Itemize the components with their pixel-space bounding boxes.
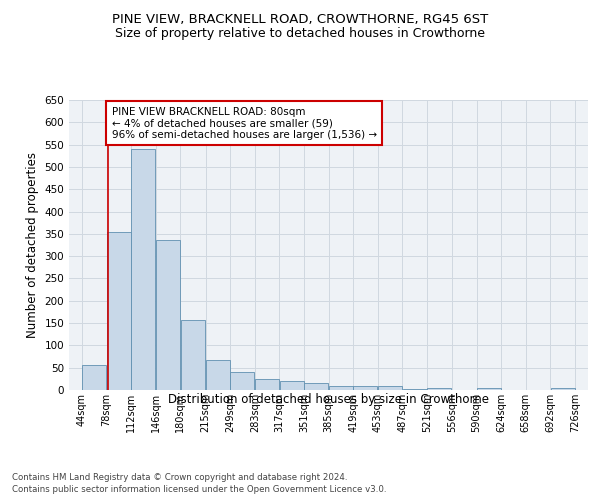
Text: PINE VIEW BRACKNELL ROAD: 80sqm
← 4% of detached houses are smaller (59)
96% of : PINE VIEW BRACKNELL ROAD: 80sqm ← 4% of … <box>112 106 377 140</box>
Bar <box>181 320 205 390</box>
Bar <box>255 380 279 390</box>
Bar <box>378 386 402 390</box>
Bar <box>230 372 254 390</box>
Text: Distribution of detached houses by size in Crowthorne: Distribution of detached houses by size … <box>168 392 490 406</box>
Bar <box>131 149 155 390</box>
Text: Size of property relative to detached houses in Crowthorne: Size of property relative to detached ho… <box>115 28 485 40</box>
Text: Contains public sector information licensed under the Open Government Licence v3: Contains public sector information licen… <box>12 485 386 494</box>
Bar <box>280 381 304 390</box>
Bar <box>477 388 501 390</box>
Bar <box>304 384 328 390</box>
Bar <box>403 389 427 390</box>
Text: Contains HM Land Registry data © Crown copyright and database right 2024.: Contains HM Land Registry data © Crown c… <box>12 472 347 482</box>
Bar <box>353 386 377 390</box>
Bar <box>156 240 180 390</box>
Bar <box>551 388 575 390</box>
Text: PINE VIEW, BRACKNELL ROAD, CROWTHORNE, RG45 6ST: PINE VIEW, BRACKNELL ROAD, CROWTHORNE, R… <box>112 12 488 26</box>
Bar <box>427 388 451 390</box>
Bar <box>329 386 353 390</box>
Y-axis label: Number of detached properties: Number of detached properties <box>26 152 39 338</box>
Bar <box>82 364 106 390</box>
Bar <box>107 232 131 390</box>
Bar <box>206 360 230 390</box>
